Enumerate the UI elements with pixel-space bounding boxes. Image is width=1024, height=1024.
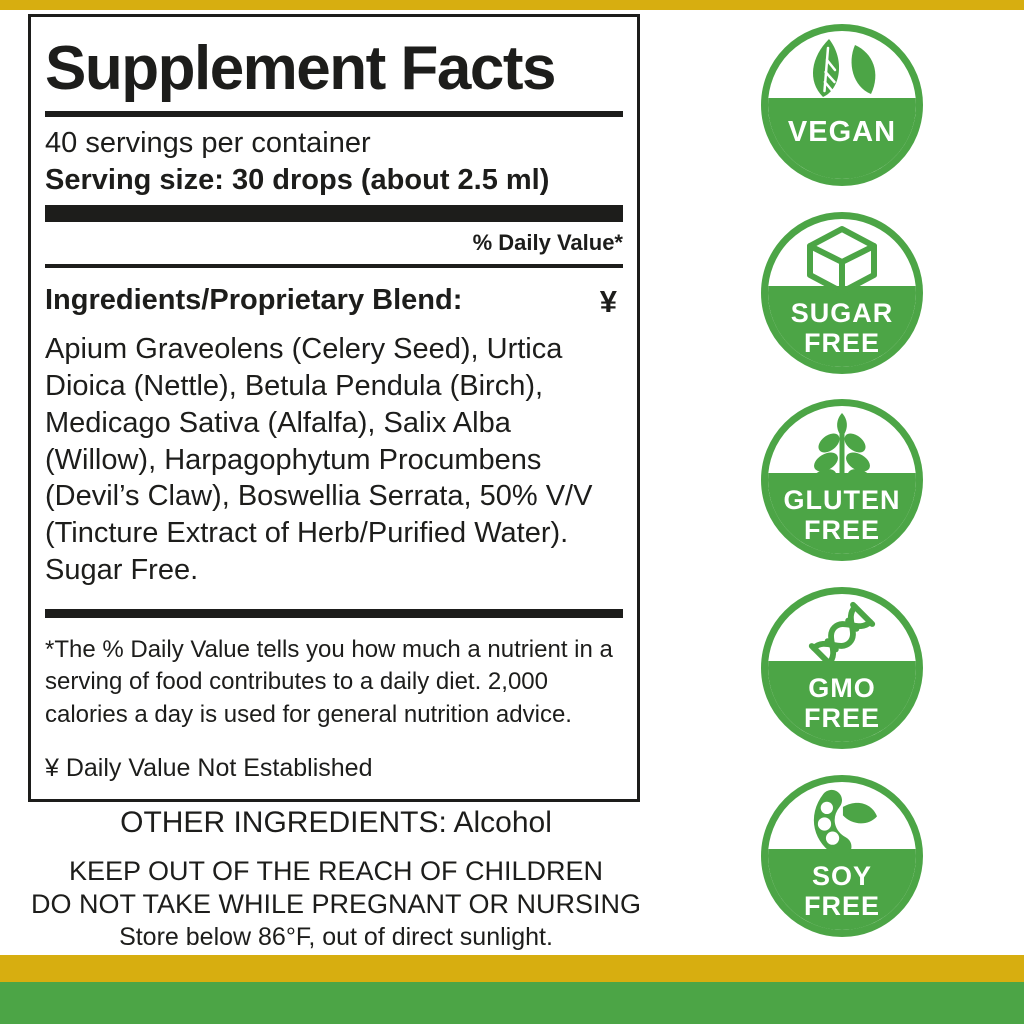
soybean-icon xyxy=(768,788,916,858)
thin-divider xyxy=(45,264,623,269)
ingredients-header: Ingredients/Proprietary Blend: xyxy=(45,284,463,317)
badge-soy-free-label: SOY FREE xyxy=(803,861,880,921)
warning-children: KEEP OUT OF THE REACH OF CHILDREN xyxy=(68,855,604,886)
badge-gmo-free-label: GMO FREE xyxy=(803,673,880,733)
daily-value-footnote: *The % Daily Value tells you how much a … xyxy=(45,635,613,729)
badge-gluten-free-band xyxy=(768,473,916,554)
plant-icon xyxy=(768,412,916,482)
badge-vegan: VEGAN xyxy=(761,24,923,186)
label-bottom-text: OTHER INGREDIENTS: Alcohol KEEP OUT OF T… xyxy=(22,806,650,951)
badge-gluten-free: GLUTEN FREE xyxy=(761,399,923,561)
thick-divider xyxy=(45,204,623,222)
badge-gluten-free-label: GLUTEN FREE xyxy=(783,485,901,545)
divider-under-title xyxy=(45,111,623,118)
badge-vegan-band xyxy=(768,98,916,179)
serving-size: Serving size: 30 drops (about 2.5 ml) xyxy=(45,164,550,197)
ingredients-header-row: Ingredients/Proprietary Blend: ¥ xyxy=(45,284,623,320)
dna-icon xyxy=(768,600,916,669)
leaf-icon xyxy=(768,37,916,103)
panel-title: Supplement Facts xyxy=(45,34,557,103)
supplement-facts-panel: Supplement Facts 40 servings per contain… xyxy=(28,14,640,802)
badge-gmo-free-band xyxy=(768,661,916,742)
badge-soy-free: SOY FREE xyxy=(761,775,923,937)
badge-gmo-free: GMO FREE xyxy=(761,587,923,749)
storage-instructions: Store below 86°F, out of direct sunlight… xyxy=(119,922,553,951)
badge-sugar-free: SUGAR FREE xyxy=(761,212,923,374)
badge-sugar-free-band xyxy=(768,286,916,367)
badge-vegan-label: VEGAN xyxy=(787,116,897,148)
warning-pregnant: DO NOT TAKE WHILE PREGNANT OR NURSING xyxy=(30,888,642,919)
daily-value-header: % Daily Value* xyxy=(472,229,623,255)
ingredients-list: Apium Graveolens (Celery Seed), Urtica D… xyxy=(45,333,593,586)
other-ingredients: OTHER INGREDIENTS: Alcohol xyxy=(120,806,552,839)
bottom-gold-bar xyxy=(0,955,1024,982)
badge-sugar-free-label: SUGAR FREE xyxy=(790,298,894,358)
bottom-green-bar xyxy=(0,982,1024,1024)
servings-per-container: 40 servings per container xyxy=(45,127,371,160)
badge-soy-free-band xyxy=(768,849,916,930)
daily-value-note: ¥ Daily Value Not Established xyxy=(45,753,373,782)
medium-divider xyxy=(45,608,623,618)
top-gold-bar xyxy=(0,0,1024,10)
sugar-cube-icon xyxy=(768,225,916,295)
daily-value-not-established-symbol: ¥ xyxy=(599,284,617,320)
